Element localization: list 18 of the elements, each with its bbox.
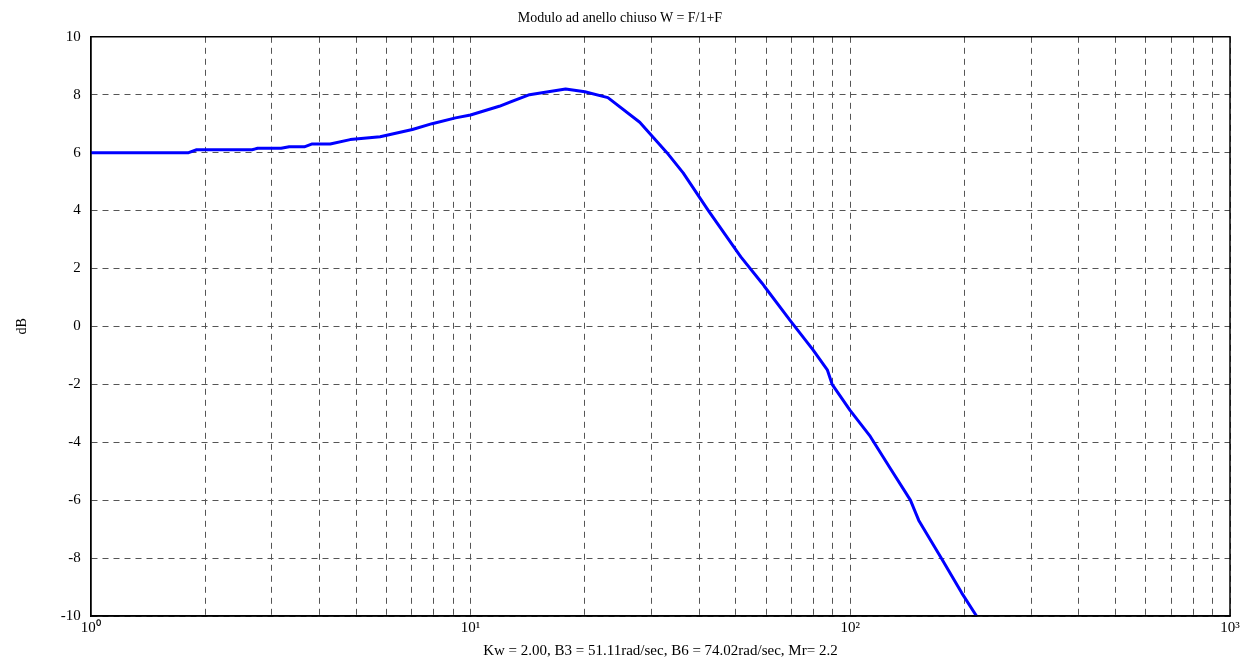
y-tick-label: -6 <box>68 491 82 508</box>
y-tick-label: 6 <box>73 143 82 160</box>
x-tick-label: 10⁰ <box>80 618 101 635</box>
y-tick-label: 8 <box>73 85 81 102</box>
y-tick-label: 10 <box>65 27 81 44</box>
x-axis-title: Kw = 2.00, B3 = 51.11rad/sec, B6 = 74.02rad/sec, Mr= 2.2 <box>483 641 838 658</box>
x-tick-label: 10¹ <box>460 618 481 635</box>
y-tick-label: 4 <box>73 201 82 218</box>
y-tick-label: -10 <box>60 606 81 623</box>
x-tick-label: 10³ <box>1220 618 1241 635</box>
y-tick-label: -8 <box>68 549 81 566</box>
chart-title: Modulo ad anello chiuso W = F/1+F <box>517 10 723 26</box>
y-tick-label: -4 <box>68 433 82 450</box>
y-tick-label: -2 <box>68 375 81 392</box>
y-tick-label: 0 <box>73 317 81 334</box>
y-axis-title: dB <box>14 318 30 335</box>
x-tick-label: 10² <box>840 618 861 635</box>
y-tick-label: 2 <box>73 259 81 276</box>
